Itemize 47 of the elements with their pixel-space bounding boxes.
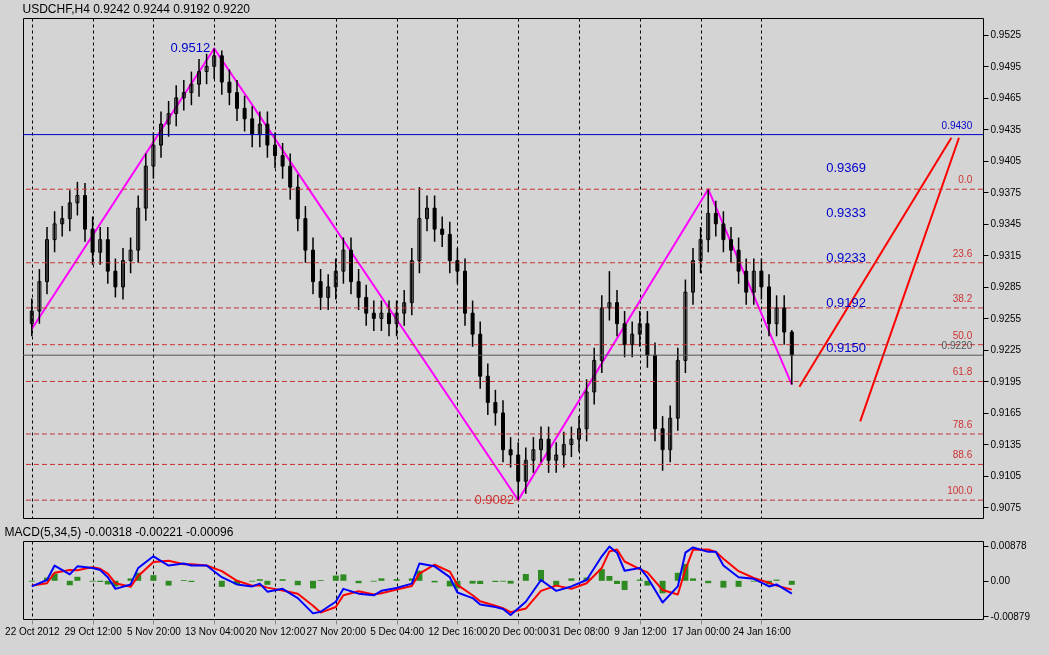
chart-title: MACD(5,34,5) -0.00318 -0.00221 -0.00096	[4, 524, 234, 539]
y-tick-label: 0.00878	[990, 540, 1028, 551]
chart-title: USDCHF,H4 0.9242 0.9244 0.9192 0.9220	[22, 2, 251, 16]
annotation: 61.8	[952, 366, 973, 378]
x-tick-label: 31 Dec 08:00	[549, 625, 610, 637]
annotation: 0.9333	[826, 205, 866, 220]
x-tick-label: 20 Dec 00:00	[488, 625, 549, 637]
y-tick-label: 0.9105	[990, 470, 1022, 482]
x-tick-label: 5 Nov 20:00	[126, 625, 182, 637]
annotation: 78.6	[952, 418, 973, 430]
y-tick-label: 0.9495	[990, 60, 1022, 72]
annotation: 0.9233	[826, 250, 866, 265]
x-tick-label: 22 Oct 2012	[5, 625, 60, 637]
y-tick-label: 0.9255	[990, 312, 1022, 324]
y-tick-label: 0.9225	[990, 344, 1022, 356]
y-tick-label: 0.9525	[990, 29, 1022, 41]
y-tick-label: 0.9345	[990, 218, 1022, 230]
annotation: 38.2	[952, 292, 973, 304]
x-tick-label: 17 Jan 00:00	[672, 625, 731, 637]
y-tick-label: 0.9465	[990, 92, 1022, 104]
x-tick-label: 12 Dec 16:00	[428, 625, 489, 637]
x-tick-label: 13 Nov 04:00	[184, 625, 245, 637]
y-tick-label: 0.9375	[990, 186, 1022, 198]
annotation: 100.0	[947, 485, 973, 497]
x-tick-label: 24 Jan 16:00	[732, 625, 792, 637]
y-tick-label: 0.9435	[990, 123, 1022, 135]
y-tick-label: 0.9165	[990, 407, 1022, 419]
y-tick-label: 0.00	[990, 575, 1011, 587]
annotation: 50.0	[952, 329, 973, 341]
annotation: 0.9369	[826, 160, 866, 175]
y-tick-label: 0.9195	[990, 375, 1022, 387]
annotation: 0.0	[958, 174, 973, 186]
annotation: 88.6	[952, 449, 973, 461]
x-tick-label: 9 Jan 12:00	[614, 625, 667, 637]
x-tick-label: 5 Dec 04:00	[370, 625, 425, 637]
ref-line-label: 0.9430	[941, 119, 973, 131]
annotation: 0.9512	[170, 40, 211, 56]
x-tick-label: 27 Nov 20:00	[306, 625, 367, 637]
y-tick-label: 0.9315	[990, 249, 1022, 261]
x-tick-label: 20 Nov 12:00	[245, 625, 306, 637]
y-tick-label: 0.9285	[990, 281, 1022, 293]
x-tick-label: 29 Oct 12:00	[64, 625, 123, 637]
y-tick-label: 0.9075	[990, 502, 1022, 513]
annotation: 23.6	[952, 247, 973, 259]
y-tick-label: -0.00879	[990, 610, 1031, 622]
y-tick-label: 0.9135	[990, 438, 1022, 450]
y-tick-label: 0.9405	[990, 155, 1022, 167]
